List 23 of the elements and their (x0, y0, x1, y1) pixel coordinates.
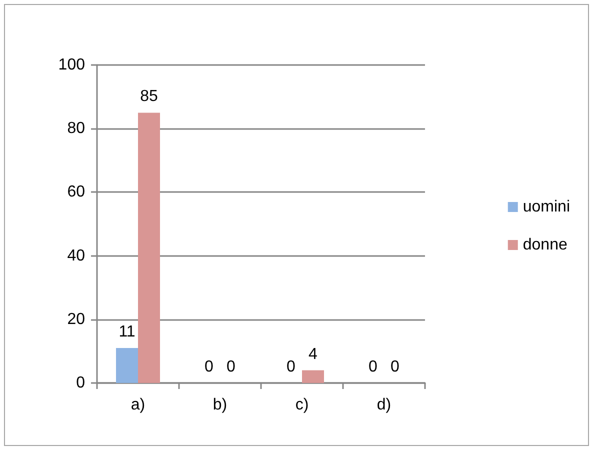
bar (138, 112, 160, 383)
data-label: 85 (140, 88, 158, 106)
bar (116, 348, 138, 383)
data-label: 4 (308, 346, 318, 363)
data-label: 0 (390, 358, 400, 376)
data-label: 0 (226, 358, 236, 376)
bar (302, 370, 324, 383)
data-label: 11 (118, 324, 136, 341)
x-tick-label: d) (376, 396, 392, 414)
y-tick-label: 40 (67, 247, 86, 264)
x-tick-label: c) (295, 396, 309, 414)
data-label: 0 (368, 358, 378, 376)
y-tick-label: 20 (67, 310, 86, 328)
y-tick-label: 60 (67, 184, 86, 201)
y-tick-label: 100 (58, 56, 86, 74)
data-label: 0 (204, 358, 214, 376)
data-label: 0 (286, 358, 296, 376)
x-tick-label: b) (212, 396, 228, 414)
y-tick-label: 0 (76, 374, 86, 392)
x-tick-label: a) (130, 396, 146, 414)
legend-label: donne (522, 236, 568, 254)
y-tick-label: 80 (67, 120, 86, 138)
legend-label: uomini (522, 198, 570, 216)
